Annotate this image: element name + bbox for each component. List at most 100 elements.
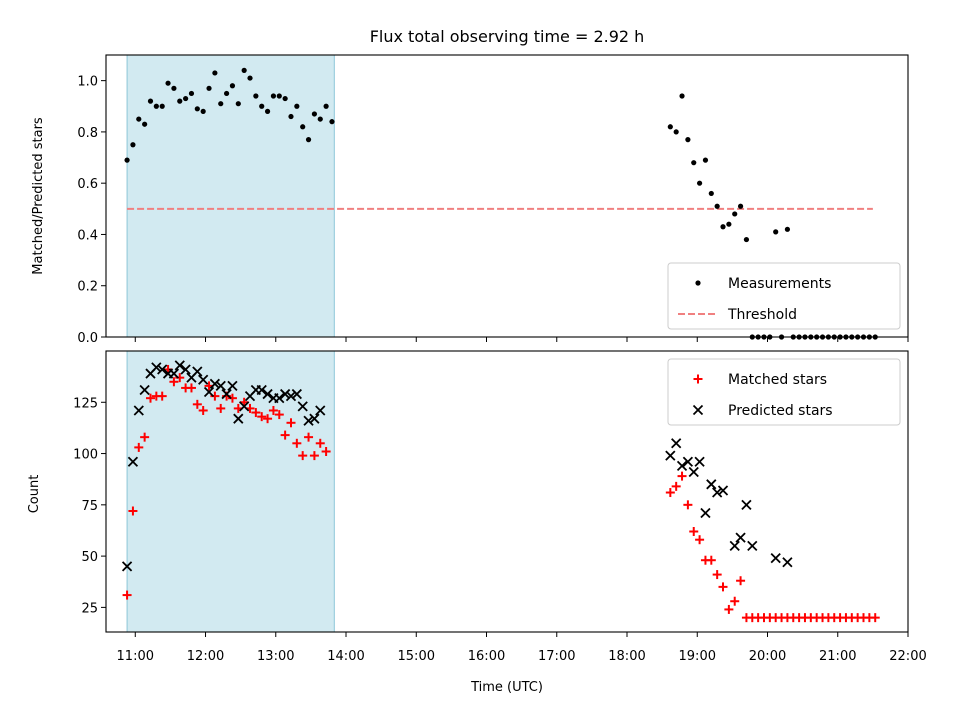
measurement-point [726,221,732,227]
bottom-panel: Count Time (UTC) 25 50 75 100 125 11:00 12:00 1… [27,350,927,695]
x-b [747,540,758,551]
measurement-point [691,160,697,166]
measurement-point [732,211,738,217]
matched-star-point [268,405,278,415]
x-b [688,466,699,478]
top-y-axis-label: Matched/Predicted stars [31,117,46,275]
legend-x-b [692,404,704,416]
legend: Measurements Threshold [667,262,901,330]
x-b [168,368,180,379]
predicted-star-point [209,378,221,389]
x-tick-label: 11:00 [117,649,154,664]
x-b [717,485,729,496]
measurement-point [171,85,177,91]
measurement-point [773,229,779,235]
plot-frame [105,350,909,633]
y-tick-label: 125 [73,396,98,411]
predicted-star-point [203,386,215,398]
x-tick-label: 14:00 [327,649,364,664]
matched-star-point [134,442,144,452]
matched-star-point [292,438,302,448]
measurement-point [288,113,294,120]
x-b [139,384,150,396]
measurement-point [212,70,218,76]
matched-star-point [712,570,722,580]
matched-star-point [706,555,716,565]
predicted-star-point [315,405,326,416]
x-b [180,364,191,375]
x-b [671,438,682,449]
matched-star-point [736,576,746,586]
matched-star-point [689,526,699,536]
matched-star-point [192,399,202,409]
measurement-point [282,95,288,102]
predicted-star-point [221,388,232,400]
matched-star-point [257,412,267,422]
measurement-point [317,116,323,122]
x-tick-label: 19:00 [679,649,716,664]
measurement-point [305,137,312,143]
y-tick-label: 75 [81,499,98,514]
measurement-point [294,103,300,109]
matched-star-point [298,451,308,461]
x-tick-label: 21:00 [819,649,856,664]
x-b [741,499,752,510]
y-tick-label: 0.4 [77,228,98,243]
matched-star-point [140,432,150,442]
measurement-point [264,108,271,114]
matched-star-point [286,418,296,428]
x-tick-label: 12:00 [187,649,224,664]
x-b [174,360,185,371]
x-b [157,364,168,375]
predicted-star-point [274,393,285,404]
predicted-star-point [121,561,133,572]
legend-box [667,358,901,426]
x-b [256,384,267,396]
matched-star-point [251,408,261,418]
measurement-point [253,93,259,99]
matched-star-point [304,432,314,442]
x-b [682,456,694,467]
x-tick-label: 22:00 [889,649,926,664]
predicted-star-point [741,499,752,510]
measurement-point [142,121,148,127]
x-tick-label: 17:00 [538,649,575,664]
predicted-star-point [256,384,267,396]
measurement-point [194,106,200,112]
y-tick-label: 25 [81,601,98,616]
predicted-star-point [233,413,244,424]
measurement-point [235,101,241,107]
x-b [127,456,139,467]
x-b [133,405,144,416]
x-b [274,393,285,404]
predicted-star-point [285,390,297,402]
y-tick-label: 100 [73,448,98,463]
measurement-point [206,85,212,91]
matched-star-point [263,414,273,424]
measurement-point [165,80,171,86]
x-b [215,380,226,392]
legend-label: Matched stars [728,372,827,388]
predicted-star-point [717,485,729,496]
measurement-point [720,224,726,230]
predicted-star-point [174,360,185,371]
predicted-star-point [700,507,711,519]
measurement-point [147,98,154,104]
measurement-point [159,103,165,109]
x-b [262,388,273,400]
matched-star-point [169,377,179,387]
predicted-star-point [157,364,168,375]
matched-star-point [724,604,734,614]
measurement-point [673,129,679,135]
measurement-point [183,95,189,102]
matched-star-point [870,613,880,623]
legend-box [667,262,901,330]
measurement-point [229,83,236,89]
predicted-star-point [297,401,308,412]
x-tick-label: 18:00 [608,649,645,664]
matched-star-point [315,438,325,448]
x-b [285,390,297,402]
chart-title: Flux total observing time = 2.92 h [370,27,645,46]
matched-star-point [309,451,319,461]
